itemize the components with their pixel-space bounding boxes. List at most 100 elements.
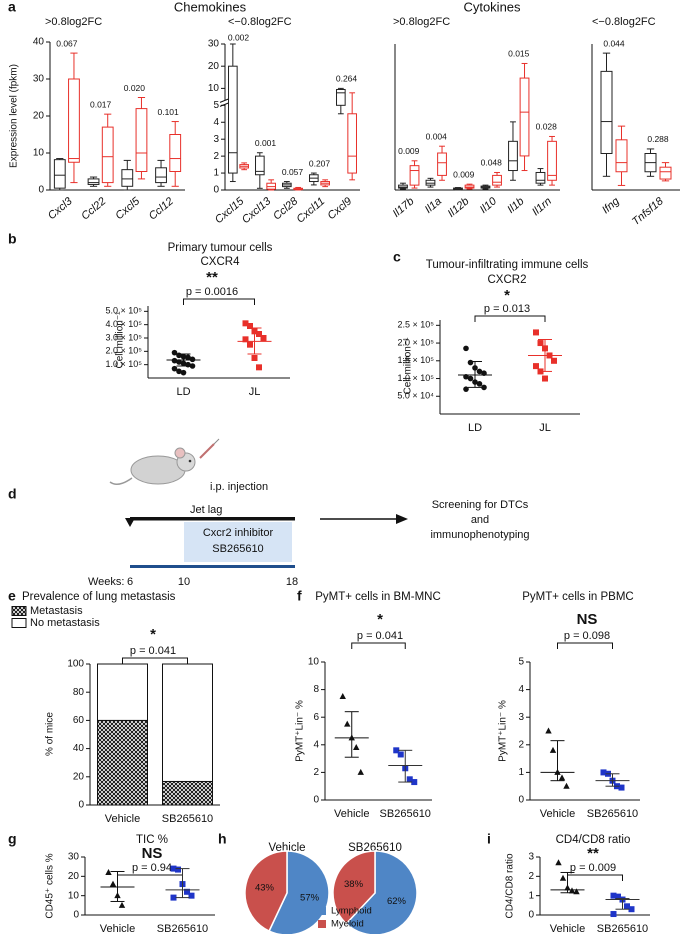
p-value-label: 0.002 [228, 32, 250, 42]
x-tick-label: Ccl12 [147, 195, 176, 222]
significance-bracket [183, 298, 255, 305]
legend-swatch [11, 606, 27, 616]
inhibitor-period [184, 522, 292, 562]
y-tick-label: 0 [313, 795, 319, 806]
x-tick-label: Cxcl3 [46, 195, 75, 222]
p-value-label: 0.028 [536, 122, 558, 132]
box [169, 134, 182, 172]
y-tick-label: 30 [33, 74, 45, 85]
point [463, 386, 469, 392]
significance-bracket [557, 642, 613, 649]
y-tick-label: 40 [73, 743, 85, 754]
panel-letter: h [218, 831, 227, 847]
box [492, 174, 502, 186]
point [105, 868, 112, 875]
p-value: p = 0.098 [564, 630, 610, 642]
box [347, 113, 357, 174]
point [118, 901, 126, 908]
significance: NS [142, 845, 163, 862]
y-tick-label: 2 [518, 739, 524, 750]
x-tick-label: JL [539, 422, 551, 434]
p-value: p = 0.041 [130, 645, 176, 657]
point [256, 331, 262, 337]
pie-value-label: 62% [387, 896, 407, 907]
bar-segment [162, 780, 213, 806]
x-tick-label: Cxcl9 [326, 195, 355, 222]
y-tick-label: 1.0 × 10⁵ [105, 359, 142, 369]
legend-swatch [318, 907, 326, 915]
box [519, 77, 530, 157]
box [437, 152, 447, 176]
x-tick-label: SB265610 [587, 808, 638, 820]
legend-label: Lymphoid [331, 906, 372, 917]
chart-title: CD4/CD8 ratio [556, 834, 631, 846]
box [535, 171, 546, 184]
axis-break [221, 100, 229, 105]
point [573, 888, 580, 895]
chart-subtitle: CXCR2 [488, 274, 527, 286]
point [247, 323, 253, 329]
x-tick-label: Vehicle [105, 813, 140, 825]
x-tick-label: Il1rn [530, 195, 554, 218]
y-axis-label: PyMT⁺Lin⁻ % [295, 700, 306, 762]
x-tick-label: Vehicle [550, 923, 585, 934]
box [508, 140, 518, 172]
pie-value-label: 57% [300, 893, 320, 904]
point [555, 859, 562, 866]
pie-value-label: 43% [255, 882, 275, 893]
pie-value-label: 38% [344, 879, 364, 890]
point [185, 354, 191, 361]
x-tick-label: Cxcl5 [113, 195, 142, 222]
y-tick-label: 10 [308, 657, 320, 668]
point [618, 784, 625, 791]
bar-segment [97, 719, 148, 806]
timeline [130, 565, 295, 568]
y-tick-label: 10 [33, 148, 45, 159]
y-tick-label: 30 [208, 39, 220, 50]
point [171, 365, 178, 372]
box [255, 155, 265, 176]
x-tick-label: Cxcl13 [240, 195, 274, 226]
point [393, 747, 400, 754]
point [180, 369, 187, 376]
group-title: Cytokines [463, 0, 521, 14]
y-tick-label: 4.0 × 10⁵ [105, 319, 142, 329]
point [188, 892, 195, 899]
jet-lag-label: Jet lag [190, 504, 222, 516]
p-value-label: 0.020 [124, 83, 146, 93]
box [101, 126, 114, 184]
y-tick-label: 3.0 × 10⁵ [105, 332, 142, 342]
point [339, 693, 346, 699]
point [170, 865, 177, 872]
point [600, 769, 607, 776]
x-tick-label: SB265610 [380, 808, 431, 820]
pie-slice [268, 850, 330, 934]
point [251, 355, 258, 361]
y-tick-label: 1 [518, 767, 524, 778]
y-tick-label: 0 [38, 185, 44, 196]
x-tick-label: Il10 [478, 195, 500, 216]
point [467, 375, 474, 382]
point [563, 782, 570, 789]
screening-label: immunophenotyping [430, 529, 529, 541]
p-value-label: 0.067 [56, 38, 78, 48]
point [467, 359, 474, 366]
significance-bracket [117, 874, 183, 881]
p-value: p = 0.041 [357, 630, 403, 642]
y-tick-label: 80 [73, 687, 85, 698]
p-value-label: 0.288 [647, 134, 669, 144]
p-value-label: 0.101 [157, 107, 179, 117]
x-tick-label: Il1b [505, 195, 526, 216]
y-tick-label: 100 [67, 659, 84, 670]
x-tick-label: Vehicle [100, 923, 135, 934]
x-tick-label: Ccl22 [79, 195, 108, 222]
y-tick-label: 5 [518, 657, 524, 668]
y-tick-label: 3 [213, 134, 219, 145]
point [260, 335, 267, 341]
p-value-label: 0.015 [508, 49, 530, 59]
point [549, 746, 557, 753]
p-value-label: 0.264 [336, 74, 358, 84]
y-tick-label: 10 [68, 890, 80, 901]
pie-slice [244, 850, 288, 933]
